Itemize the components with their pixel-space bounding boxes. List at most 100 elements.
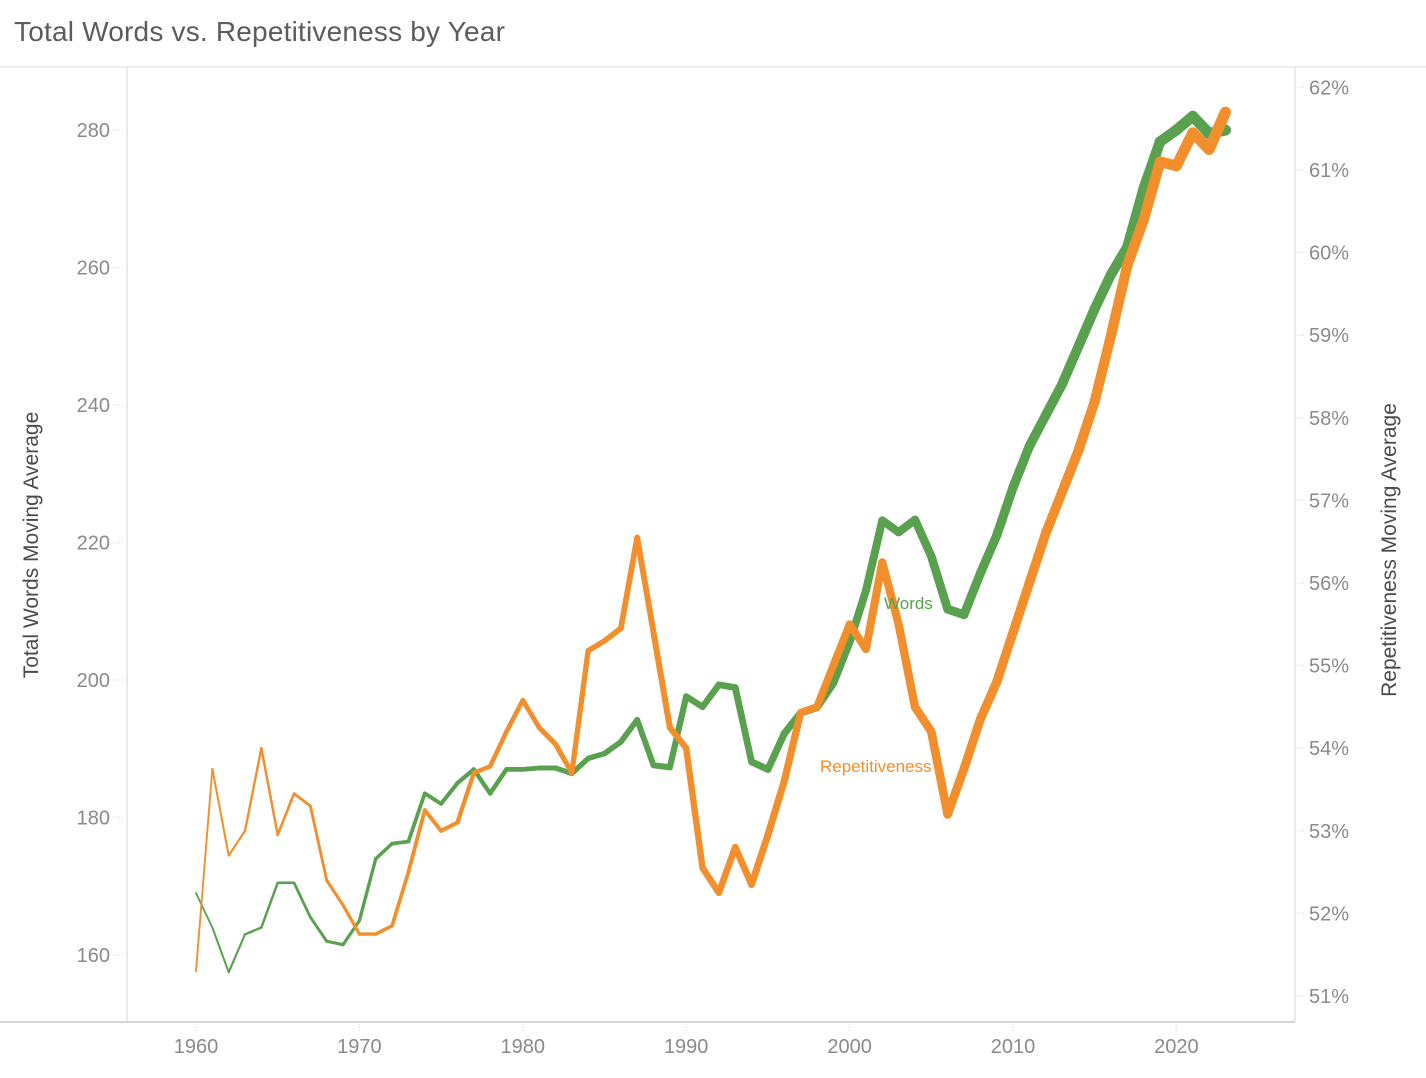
- line-segment[interactable]: [243, 747, 263, 832]
- line-segment[interactable]: [471, 764, 493, 776]
- line-segment[interactable]: [634, 534, 657, 636]
- line-segment[interactable]: [1008, 578, 1035, 638]
- line-segment[interactable]: [1073, 396, 1100, 456]
- line-segment[interactable]: [780, 709, 805, 785]
- line-segment[interactable]: [422, 791, 444, 806]
- line-segment[interactable]: [341, 903, 362, 936]
- line-segment[interactable]: [829, 638, 854, 688]
- line-segment[interactable]: [666, 724, 690, 752]
- line-segment[interactable]: [325, 878, 345, 907]
- line-segment[interactable]: [601, 625, 624, 644]
- line-segment[interactable]: [569, 648, 591, 776]
- line-segment[interactable]: [1170, 127, 1199, 172]
- line-segment[interactable]: [439, 820, 460, 833]
- line-segment[interactable]: [390, 870, 411, 928]
- line-segment[interactable]: [926, 551, 952, 614]
- line-segment[interactable]: [731, 684, 755, 766]
- line-segment[interactable]: [861, 516, 887, 595]
- line-segment[interactable]: [504, 697, 526, 735]
- line-segment[interactable]: [585, 638, 608, 654]
- line-segment[interactable]: [292, 792, 312, 808]
- line-segment[interactable]: [894, 620, 920, 712]
- line-segment[interactable]: [552, 741, 575, 776]
- line-segment[interactable]: [1105, 241, 1133, 280]
- line-segment[interactable]: [975, 677, 1002, 724]
- line-segment[interactable]: [373, 924, 394, 936]
- line-segment[interactable]: [878, 558, 903, 629]
- line-segment[interactable]: [422, 808, 444, 833]
- line-segment[interactable]: [1024, 410, 1051, 452]
- line-segment[interactable]: [650, 629, 673, 731]
- line-segment[interactable]: [455, 770, 476, 825]
- line-segment[interactable]: [943, 764, 969, 819]
- line-segment[interactable]: [992, 482, 1018, 541]
- line-segment[interactable]: [390, 839, 411, 846]
- line-segment[interactable]: [666, 693, 690, 771]
- line-segment[interactable]: [1057, 445, 1084, 498]
- line-segment[interactable]: [211, 926, 230, 974]
- line-segment[interactable]: [308, 804, 329, 882]
- line-segment[interactable]: [260, 881, 279, 929]
- line-segment[interactable]: [959, 568, 985, 620]
- line-segment[interactable]: [487, 729, 509, 769]
- line-segment[interactable]: [1138, 136, 1166, 194]
- line-segment[interactable]: [308, 915, 329, 943]
- line-segment[interactable]: [731, 843, 755, 888]
- line-segment[interactable]: [227, 933, 247, 974]
- line-segment[interactable]: [601, 739, 624, 757]
- line-segment[interactable]: [276, 792, 296, 837]
- line-segment[interactable]: [341, 919, 362, 947]
- line-segment[interactable]: [683, 745, 706, 872]
- line-segment[interactable]: [325, 939, 345, 947]
- line-segment[interactable]: [813, 661, 838, 711]
- line-segment[interactable]: [926, 727, 952, 819]
- line-segment[interactable]: [536, 725, 558, 747]
- line-segment[interactable]: [292, 881, 312, 919]
- line-segment[interactable]: [1203, 106, 1232, 155]
- line-segment[interactable]: [520, 765, 542, 772]
- line-segment[interactable]: [373, 841, 394, 861]
- line-segment[interactable]: [1024, 528, 1051, 588]
- line-segment[interactable]: [195, 767, 214, 973]
- line-segment[interactable]: [211, 767, 230, 857]
- line-segment[interactable]: [1105, 259, 1133, 341]
- line-segment[interactable]: [1122, 183, 1149, 253]
- line-segment[interactable]: [699, 681, 723, 711]
- repetitiveness-series-line[interactable]: [195, 106, 1232, 973]
- line-segment[interactable]: [1122, 214, 1149, 271]
- line-segment[interactable]: [992, 627, 1018, 687]
- line-segment[interactable]: [699, 864, 723, 897]
- line-segment[interactable]: [439, 781, 460, 806]
- line-segment[interactable]: [227, 829, 247, 857]
- line-segment[interactable]: [406, 791, 427, 844]
- line-segment[interactable]: [1089, 330, 1117, 407]
- line-segment[interactable]: [260, 746, 279, 837]
- line-segment[interactable]: [617, 534, 641, 632]
- line-segment[interactable]: [829, 620, 854, 670]
- line-segment[interactable]: [1008, 441, 1035, 493]
- line-segment[interactable]: [910, 515, 936, 561]
- line-segment[interactable]: [520, 697, 542, 730]
- line-segment[interactable]: [617, 716, 641, 745]
- line-segment[interactable]: [1138, 156, 1166, 225]
- line-segment[interactable]: [195, 892, 214, 929]
- line-segment[interactable]: [487, 767, 509, 796]
- line-segment[interactable]: [357, 857, 378, 923]
- line-segment[interactable]: [1040, 487, 1067, 539]
- line-segment[interactable]: [959, 714, 985, 774]
- line-segment[interactable]: [455, 767, 476, 786]
- line-segment[interactable]: [1073, 303, 1100, 352]
- line-segment[interactable]: [585, 750, 608, 762]
- line-segment[interactable]: [243, 926, 263, 936]
- words-series-line[interactable]: [195, 110, 1232, 974]
- line-segment[interactable]: [715, 843, 739, 897]
- line-segment[interactable]: [910, 702, 936, 736]
- line-segment[interactable]: [406, 808, 427, 875]
- line-segment[interactable]: [764, 730, 788, 773]
- line-segment[interactable]: [1057, 341, 1084, 390]
- line-segment[interactable]: [764, 777, 788, 839]
- line-segment[interactable]: [748, 831, 772, 888]
- line-segment[interactable]: [634, 716, 657, 769]
- line-segment[interactable]: [1040, 379, 1067, 421]
